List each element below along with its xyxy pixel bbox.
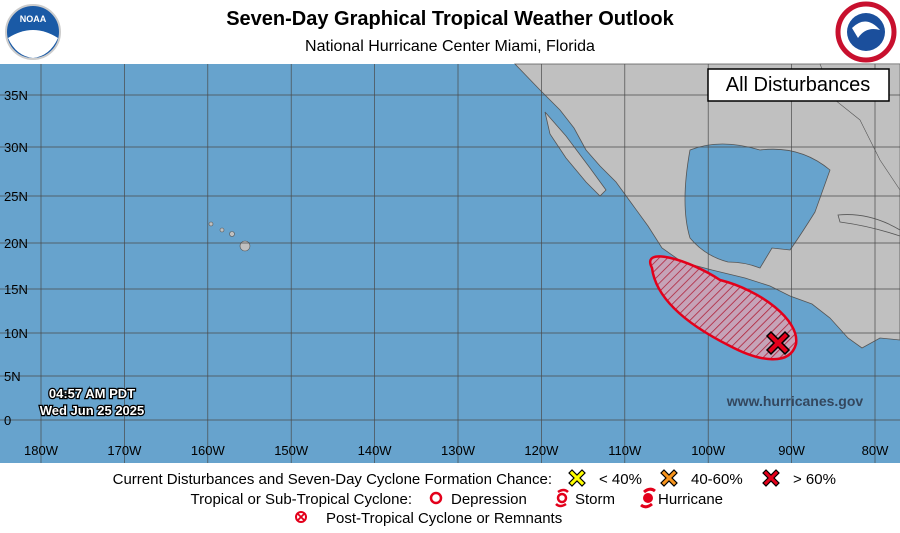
legend-chances: < 40% 40-60% > 60% — [568, 469, 836, 488]
chance-icon — [568, 469, 586, 487]
latitude-label: 5N — [4, 369, 21, 384]
issue-date: Wed Jun 25 2025 — [40, 403, 145, 418]
subtitle: National Hurricane Center Miami, Florida — [305, 38, 595, 55]
longitude-label: 130W — [441, 443, 476, 458]
longitude-label: 150W — [274, 443, 309, 458]
latitude-label: 35N — [4, 88, 28, 103]
longitude-label: 120W — [524, 443, 559, 458]
chance-label: 40-60% — [691, 471, 743, 488]
latitude-label: 15N — [4, 282, 28, 297]
disturbance-high-chance[interactable] — [765, 330, 791, 356]
title: Seven-Day Graphical Tropical Weather Out… — [226, 8, 674, 30]
cuba — [837, 214, 900, 237]
latitude-label: 30N — [4, 140, 28, 155]
chance-label: > 60% — [793, 471, 836, 488]
longitude-label: 110W — [608, 443, 642, 458]
legend-cyclone-type: Depression — [451, 491, 527, 508]
storm-icon — [555, 488, 569, 508]
website[interactable]: www.hurricanes.gov — [726, 393, 864, 409]
legend-cyclone-label: Tropical or Sub-Tropical Cyclone: — [191, 491, 412, 508]
hurricane-icon — [640, 487, 656, 509]
graticule: 35N 30N 25N 20N 15N 10N 5N 0 180W 170W 160W 150W 140… — [0, 64, 900, 463]
longitude-label: 170W — [107, 443, 142, 458]
x-mark — [660, 469, 678, 487]
depression-icon — [429, 491, 443, 505]
longitude-label: 90W — [778, 443, 805, 458]
chance-icon — [660, 469, 678, 487]
longitude-label: 140W — [358, 443, 393, 458]
x-mark — [762, 469, 780, 487]
latitude-label: 20N — [4, 236, 28, 251]
header-bg — [0, 0, 900, 64]
legend-cyclone-type: Storm — [575, 491, 615, 508]
legend-cyclone-type: Hurricane — [658, 491, 723, 508]
view-label-box — [707, 68, 890, 102]
logo-text: NOAA — [20, 14, 47, 24]
noaa-logo: NOAA — [5, 4, 61, 60]
hawaii — [208, 221, 251, 252]
chance-icon — [762, 469, 780, 487]
latitude-label: 0 — [4, 413, 11, 428]
issue-time: 04:57 AM PDT — [49, 386, 135, 401]
longitude-label: 180W — [24, 443, 59, 458]
post-tropical-icon — [295, 511, 307, 523]
view-label: All Disturbances — [726, 74, 871, 96]
legend-disturbances-label: Current Disturbances and Seven-Day Cyclo… — [113, 471, 552, 488]
legend-post-tropical: Post-Tropical Cyclone or Remnants — [326, 510, 562, 527]
chance-label: < 40% — [599, 471, 642, 488]
map: 35N 30N 25N 20N 15N 10N 5N 0 180W 170W 160W 150W 140… — [0, 63, 900, 463]
gulf-of-mexico — [684, 143, 831, 269]
latitude-label: 25N — [4, 189, 28, 204]
longitude-label: 160W — [191, 443, 226, 458]
latitude-label: 10N — [4, 326, 28, 341]
x-mark — [568, 469, 586, 487]
nws-logo — [835, 1, 897, 63]
longitude-label: 100W — [691, 443, 726, 458]
longitude-label: 80W — [862, 443, 889, 458]
disturbance-area[interactable] — [648, 255, 798, 361]
